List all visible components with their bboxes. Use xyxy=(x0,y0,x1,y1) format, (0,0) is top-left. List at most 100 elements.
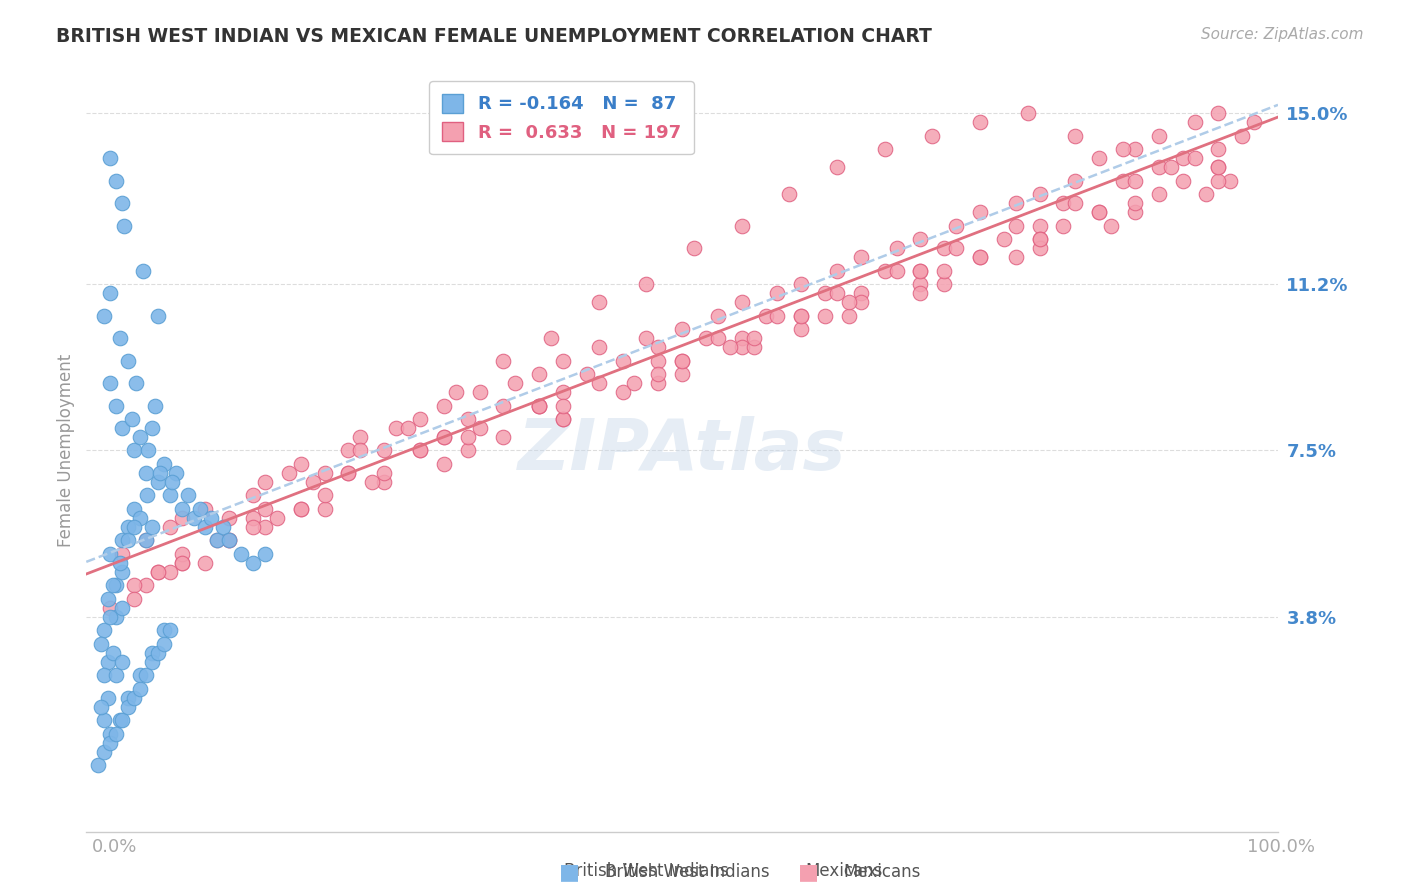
Point xyxy=(218,533,240,548)
Point xyxy=(1208,174,1230,188)
Point xyxy=(97,655,120,669)
Point xyxy=(409,443,432,458)
Point xyxy=(433,430,456,444)
Point xyxy=(551,353,574,368)
Point xyxy=(101,646,124,660)
Point xyxy=(814,309,837,323)
Point xyxy=(98,609,121,624)
Text: 100.0%: 100.0% xyxy=(1247,838,1315,855)
Point xyxy=(301,475,323,489)
Point xyxy=(290,501,312,516)
Point xyxy=(145,399,167,413)
Point xyxy=(742,331,765,345)
Point xyxy=(934,241,956,255)
Point xyxy=(1099,219,1122,233)
Point xyxy=(194,556,217,570)
Point xyxy=(385,421,408,435)
Point xyxy=(1123,196,1146,211)
Point xyxy=(969,250,991,264)
Point xyxy=(934,277,956,292)
Point xyxy=(111,565,134,579)
Point xyxy=(825,286,848,301)
Point xyxy=(218,533,240,548)
Point xyxy=(527,399,550,413)
Point xyxy=(135,466,157,480)
Point xyxy=(218,511,240,525)
Point xyxy=(993,232,1015,246)
Point xyxy=(1147,161,1170,175)
Point xyxy=(93,623,115,637)
Point xyxy=(141,655,163,669)
Point xyxy=(129,430,152,444)
Point xyxy=(790,309,813,323)
Point xyxy=(731,295,754,310)
Point xyxy=(105,668,128,682)
Point xyxy=(671,367,693,381)
Point xyxy=(1171,152,1194,166)
Point xyxy=(337,466,360,480)
Point xyxy=(1160,161,1182,175)
Point xyxy=(945,241,967,255)
Point xyxy=(527,399,550,413)
Point xyxy=(146,646,169,660)
Point xyxy=(98,735,121,749)
Point xyxy=(98,376,121,390)
Point xyxy=(551,399,574,413)
Point xyxy=(136,443,159,458)
Point xyxy=(176,488,198,502)
Point xyxy=(671,322,693,336)
Point xyxy=(361,475,384,489)
Point xyxy=(588,340,610,354)
Point xyxy=(314,488,336,502)
Point xyxy=(373,443,395,458)
Point xyxy=(122,690,145,705)
Point xyxy=(1028,219,1050,233)
Point xyxy=(122,591,145,606)
Point xyxy=(337,466,360,480)
Point xyxy=(433,399,456,413)
Y-axis label: Female Unemployment: Female Unemployment xyxy=(58,354,75,547)
Point xyxy=(492,399,515,413)
Point xyxy=(165,466,187,480)
Point xyxy=(122,520,145,534)
Text: British West Indians: British West Indians xyxy=(605,863,769,881)
Point xyxy=(135,533,157,548)
Point xyxy=(242,520,264,534)
Point xyxy=(636,331,658,345)
Point xyxy=(159,520,181,534)
Point xyxy=(337,443,360,458)
Point xyxy=(588,295,610,310)
Point xyxy=(1088,152,1111,166)
Point xyxy=(778,187,800,202)
Point xyxy=(87,758,110,772)
Point xyxy=(135,668,157,682)
Point xyxy=(141,421,163,435)
Point xyxy=(551,412,574,426)
Point xyxy=(1052,219,1074,233)
Point xyxy=(754,309,776,323)
Point xyxy=(254,475,277,489)
Point xyxy=(111,713,134,727)
Point xyxy=(97,690,120,705)
Point xyxy=(105,609,128,624)
Text: Mexicans: Mexicans xyxy=(844,863,921,881)
Point xyxy=(551,412,574,426)
Point xyxy=(170,501,193,516)
Point xyxy=(647,376,669,390)
Point xyxy=(492,353,515,368)
Point xyxy=(910,264,932,278)
Point xyxy=(117,353,139,368)
Point xyxy=(409,443,432,458)
Point xyxy=(1123,142,1146,156)
Point xyxy=(93,309,115,323)
Point xyxy=(647,367,669,381)
Point xyxy=(945,219,967,233)
Point xyxy=(98,547,121,561)
Point xyxy=(527,367,550,381)
Point xyxy=(612,385,634,400)
Point xyxy=(125,376,148,390)
Point xyxy=(254,547,277,561)
Point xyxy=(1064,128,1087,143)
Point xyxy=(910,277,932,292)
Point xyxy=(135,578,157,592)
